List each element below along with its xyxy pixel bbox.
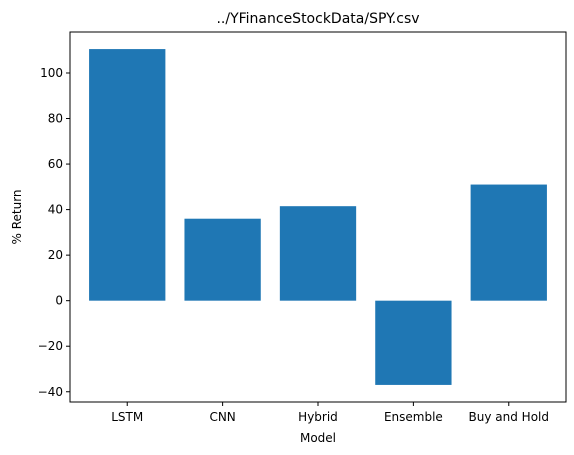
y-axis-ticks: −40 −20 0 20 40 60 80 100 [38,66,70,399]
bar-cnn [184,219,260,301]
bars-group [89,49,547,385]
y-tick-label: 80 [48,112,63,126]
y-tick-label: 0 [55,294,63,308]
x-tick-label: LSTM [111,410,143,424]
bar-buy-and-hold [471,185,547,301]
bar-ensemble [375,301,451,385]
bar-lstm [89,49,165,301]
y-tick-label: 100 [40,66,63,80]
y-tick-label: −20 [38,339,63,353]
chart-title: ../YFinanceStockData/SPY.csv [216,11,419,27]
bar-hybrid [280,206,356,300]
x-tick-label: Hybrid [298,410,338,424]
x-axis-label: Model [300,431,336,445]
x-tick-label: CNN [209,410,235,424]
x-tick-label: Buy and Hold [469,410,549,424]
y-tick-label: 60 [48,157,63,171]
y-tick-label: 20 [48,248,63,262]
y-tick-label: 40 [48,203,63,217]
x-axis-ticks: LSTM CNN Hybrid Ensemble Buy and Hold [111,402,549,424]
y-tick-label: −40 [38,385,63,399]
x-tick-label: Ensemble [384,410,443,424]
y-axis-label: % Return [10,189,24,244]
